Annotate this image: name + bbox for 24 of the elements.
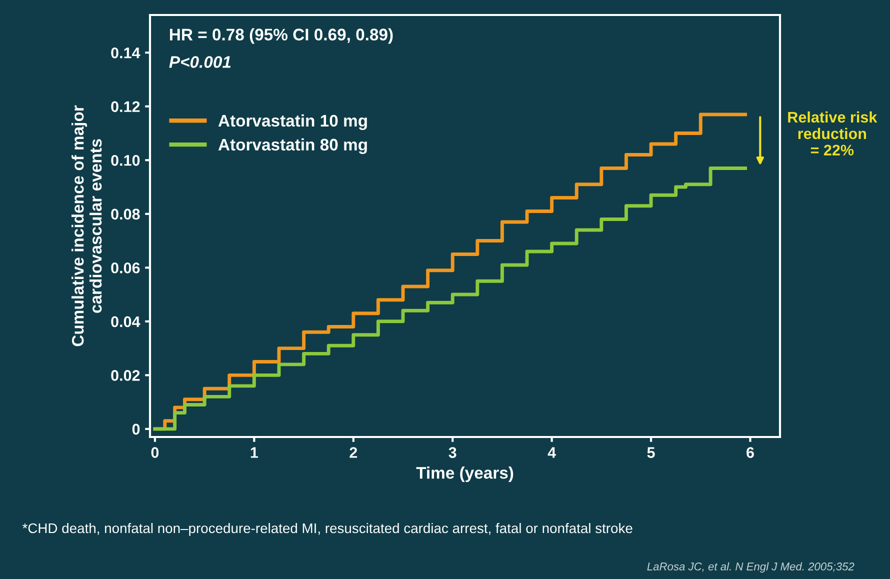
y-tick-label: 0: [132, 424, 140, 435]
x-tick-label: 2: [350, 447, 358, 458]
x-tick-label: 6: [746, 447, 754, 458]
y-tick-label: 0.08: [111, 208, 140, 220]
text: LaRosa JC, et al. N Engl J Med. 2005;352: [647, 562, 854, 573]
y-tick-label: 0.06: [111, 262, 140, 274]
y-tick-label: 0.14: [111, 48, 140, 58]
text: Relative risk reduction = 22%: [788, 111, 878, 156]
x-tick-label: 5: [647, 447, 655, 458]
y-tick-label: 0.02: [111, 370, 140, 381]
y-axis-title: Cumulative incidence of major cardiovascular events: [72, 105, 102, 346]
legend-label: Atorvastatin 80 mg: [218, 138, 367, 154]
x-tick-label: 1: [250, 447, 258, 458]
x-axis-title: Time (years): [416, 466, 514, 482]
annotation: P<0.001: [169, 56, 231, 68]
x-tick-label: 0: [151, 447, 159, 458]
y-tick-label: 0.04: [111, 316, 140, 328]
y-tick-label: 0.12: [111, 101, 140, 112]
x-tick-label: 4: [548, 447, 556, 458]
legend-label: Atorvastatin 10 mg: [218, 114, 367, 130]
annotation: HR = 0.78 (95% CI 0.69, 0.89): [170, 28, 393, 44]
text: *CHD death, nonfatal non–procedure-related MI, resuscitated cardiac arrest, fatal or nonfatal stroke: [22, 522, 632, 536]
x-tick-label: 3: [448, 447, 456, 458]
y-tick-label: 0.10: [111, 155, 140, 166]
